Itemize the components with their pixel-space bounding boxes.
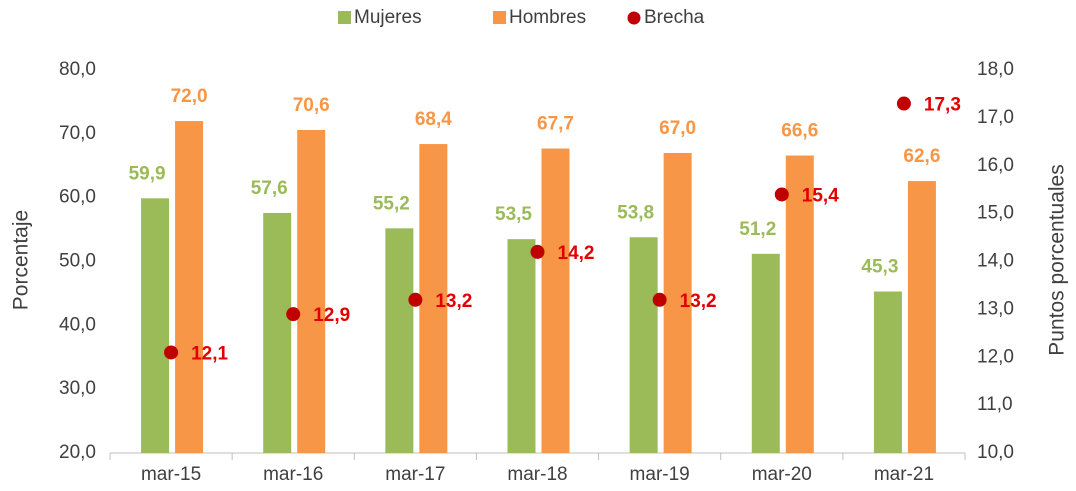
y-tick-label: 40,0 [59,314,96,335]
bar [663,152,692,453]
data-label: 70,6 [293,95,330,116]
legend-label: Hombres [509,7,586,28]
data-label: 59,9 [129,163,166,184]
y2-tick-label: 12,0 [977,346,1014,367]
y-axis-title: Porcentaje [10,210,33,310]
y-tick-label: 20,0 [59,442,96,463]
dot [408,292,423,307]
bar [175,121,204,454]
dot [896,96,911,111]
bar [907,181,936,453]
y2-tick-label: 14,0 [977,251,1014,272]
data-label: 15,4 [802,185,839,206]
y-tick-label: 60,0 [59,187,96,208]
data-label: 53,5 [495,204,532,225]
bar [785,155,814,453]
data-label: 68,4 [415,109,452,130]
data-label: 55,2 [373,193,410,214]
data-label: 57,6 [251,178,288,199]
y-tick-label: 80,0 [59,59,96,80]
bar [297,130,326,453]
data-label: 13,2 [680,291,717,312]
legend-swatch [338,11,351,24]
data-label: 72,0 [171,86,208,107]
legend-swatch [493,11,506,24]
bar [141,198,170,453]
bar [419,144,448,453]
dot [774,187,789,202]
legend-label: Mujeres [354,7,422,28]
data-label: 12,1 [191,343,228,364]
x-tick-label: mar-20 [752,464,812,485]
bar [629,237,658,453]
dot [530,244,545,259]
data-label: 67,7 [537,114,574,135]
dot [652,292,667,307]
y2-tick-label: 11,0 [977,394,1013,415]
bar [873,291,902,453]
bar [541,148,570,453]
legend-swatch [627,11,641,25]
data-label: 51,2 [739,219,776,240]
legend-label: Brecha [644,7,705,28]
y2-tick-label: 13,0 [977,298,1014,319]
y2-tick-label: 16,0 [977,155,1014,176]
bar [263,212,292,453]
data-label: 13,2 [435,291,472,312]
y2-tick-label: 10,0 [977,442,1014,463]
y-tick-label: 50,0 [59,251,96,272]
bar [507,239,536,453]
data-label: 53,8 [617,202,654,223]
data-label: 67,0 [659,118,696,139]
data-label: 45,3 [861,257,898,278]
x-tick-label: mar-19 [630,464,690,485]
bar [385,228,414,453]
data-label: 17,3 [924,95,961,116]
dot [164,345,179,360]
x-tick-label: mar-17 [385,464,445,485]
data-label: 12,9 [313,305,350,326]
y2-tick-label: 17,0 [977,107,1014,128]
x-tick-label: mar-18 [507,464,567,485]
y2-tick-label: 18,0 [977,59,1014,80]
x-tick-label: mar-15 [141,464,201,485]
y2-tick-label: 15,0 [977,203,1014,224]
data-label: 62,6 [903,146,940,167]
y-tick-label: 70,0 [59,123,96,144]
dot [286,307,301,322]
y-tick-label: 30,0 [59,378,96,399]
bar [751,253,780,453]
y2-axis-title: Puntos porcentuales [1046,164,1069,355]
x-tick-label: mar-16 [263,464,323,485]
data-label: 66,6 [781,121,818,142]
x-tick-label: mar-21 [874,464,934,485]
data-label: 14,2 [558,243,595,264]
